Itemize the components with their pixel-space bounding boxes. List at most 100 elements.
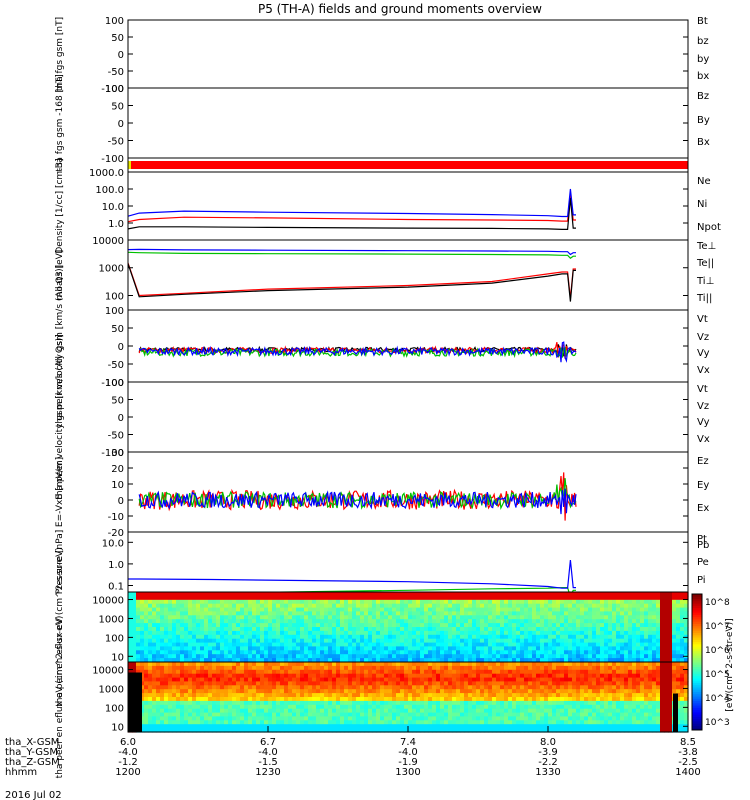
heatmap-cell <box>252 595 257 601</box>
heatmap-cell <box>448 728 453 733</box>
heatmap-cell <box>268 603 273 609</box>
heatmap-cell <box>484 662 489 667</box>
heatmap-cell <box>300 611 305 616</box>
heatmap-cell <box>244 650 249 655</box>
heatmap-cell <box>196 627 201 632</box>
heatmap-cell <box>556 665 561 671</box>
heatmap-cell <box>280 662 285 667</box>
heatmap-cell <box>524 615 529 620</box>
heatmap-cell <box>220 728 225 733</box>
heatmap-cell <box>324 658 329 663</box>
heatmap-cell <box>192 712 197 718</box>
heatmap-cell <box>420 716 425 721</box>
heatmap-cell <box>396 716 401 721</box>
heatmap-cell <box>528 700 533 706</box>
heatmap-cell <box>184 623 189 628</box>
heatmap-cell <box>480 650 485 655</box>
heatmap-cell <box>328 697 333 702</box>
heatmap-cell <box>480 693 485 698</box>
heatmap-cell <box>284 658 289 663</box>
heatmap-cell <box>660 627 665 632</box>
heatmap-cell <box>172 595 177 601</box>
heatmap-cell <box>428 728 433 733</box>
heatmap-cell <box>336 685 341 690</box>
heatmap-cell <box>224 673 229 679</box>
heatmap-cell <box>536 595 541 601</box>
heatmap-cell <box>376 673 381 679</box>
heatmap-cell <box>488 708 493 714</box>
legend-Vt: Vt <box>697 314 708 325</box>
heatmap-cell <box>144 693 149 698</box>
heatmap-cell <box>280 623 285 628</box>
heatmap-cell <box>168 685 173 690</box>
heatmap-cell <box>208 673 213 679</box>
heatmap-cell <box>452 603 457 609</box>
heatmap-cell <box>300 646 305 651</box>
heatmap-cell <box>560 712 565 718</box>
heatmap-cell <box>440 720 445 725</box>
heatmap-cell <box>436 642 441 648</box>
heatmap-cell <box>428 716 433 721</box>
heatmap-cell <box>412 673 417 679</box>
heatmap-cell <box>588 669 593 675</box>
heatmap-cell <box>200 595 205 601</box>
heatmap-cell <box>452 615 457 620</box>
heatmap-cell <box>140 689 145 694</box>
heatmap-cell <box>288 630 293 636</box>
heatmap-cell <box>376 728 381 733</box>
heatmap-cell <box>456 689 461 694</box>
heatmap-cell <box>520 611 525 616</box>
heatmap-cell <box>388 615 393 620</box>
heatmap-cell <box>204 697 209 702</box>
heatmap-cell <box>252 654 257 659</box>
heatmap-cell <box>660 599 665 605</box>
heatmap-cell <box>380 716 385 721</box>
heatmap-cell <box>544 646 549 651</box>
heatmap-cell <box>300 654 305 659</box>
heatmap-cell <box>312 689 317 694</box>
heatmap-cell <box>488 665 493 671</box>
heatmap-cell <box>316 693 321 698</box>
heatmap-cell <box>352 599 357 605</box>
heatmap-cell <box>212 627 217 632</box>
heatmap-cell <box>492 607 497 613</box>
heatmap-cell <box>456 634 461 640</box>
heatmap-cell <box>156 599 161 605</box>
heatmap-cell <box>548 627 553 632</box>
heatmap-cell <box>628 708 633 714</box>
heatmap-cell <box>576 665 581 671</box>
series-line-3 <box>128 560 576 589</box>
heatmap-cell <box>440 689 445 694</box>
heatmap-cell <box>380 595 385 601</box>
heatmap-cell <box>564 611 569 616</box>
heatmap-cell <box>372 693 377 698</box>
heatmap-cell <box>292 611 297 616</box>
heatmap-cell <box>276 708 281 714</box>
heatmap-cell <box>652 615 657 620</box>
heatmap-cell <box>520 642 525 648</box>
heatmap-cell <box>472 595 477 601</box>
heatmap-cell <box>408 595 413 601</box>
heatmap-cell <box>160 704 165 710</box>
heatmap-cell <box>636 611 641 616</box>
heatmap-cell <box>484 654 489 659</box>
heatmap-cell <box>336 603 341 609</box>
heatmap-cell <box>168 642 173 648</box>
heatmap-cell <box>336 654 341 659</box>
heatmap-cell <box>444 665 449 671</box>
heatmap-cell <box>232 704 237 710</box>
heatmap-cell <box>468 603 473 609</box>
heatmap-cell <box>588 630 593 636</box>
heatmap-cell <box>596 681 601 686</box>
heatmap-cell <box>392 662 397 667</box>
heatmap-cell <box>240 720 245 725</box>
heatmap-cell <box>548 650 553 655</box>
heatmap-cell <box>400 595 405 601</box>
heatmap-cell <box>388 728 393 733</box>
heatmap-cell <box>488 700 493 706</box>
heatmap-cell <box>564 658 569 663</box>
heatmap-cell <box>384 595 389 601</box>
heatmap-cell <box>432 638 437 644</box>
heatmap-cell <box>440 693 445 698</box>
heatmap-cell <box>408 677 413 683</box>
